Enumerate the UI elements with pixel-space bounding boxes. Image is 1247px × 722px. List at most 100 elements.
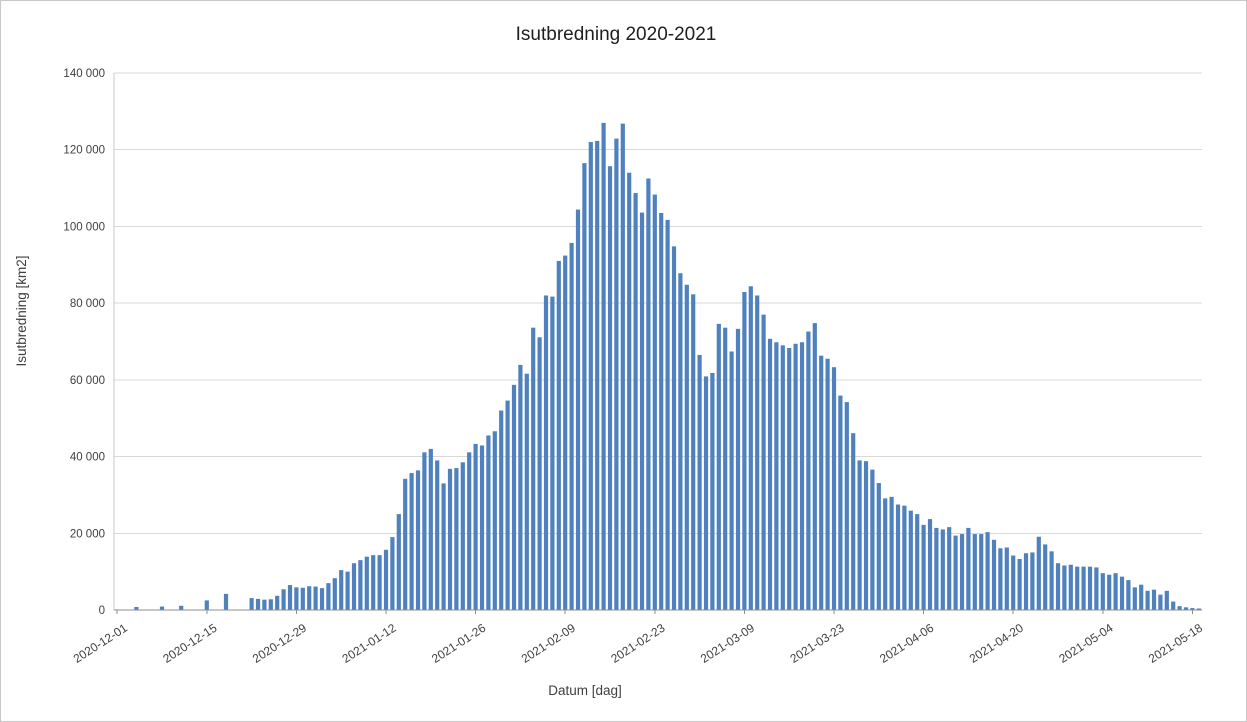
bar bbox=[1062, 565, 1067, 610]
x-tick-label: 2020-12-15 bbox=[160, 621, 219, 666]
bar bbox=[646, 178, 651, 610]
bar bbox=[1087, 566, 1093, 610]
bar bbox=[255, 598, 261, 610]
y-tick-label: 100 000 bbox=[63, 221, 105, 233]
x-tick-label: 2021-05-04 bbox=[1056, 621, 1115, 666]
bar bbox=[435, 460, 440, 610]
bar bbox=[780, 345, 785, 610]
bar bbox=[383, 549, 389, 610]
bar bbox=[959, 534, 965, 610]
x-tick-label: 2021-01-12 bbox=[340, 621, 399, 666]
bar bbox=[844, 402, 849, 610]
bar bbox=[1030, 552, 1035, 610]
bar bbox=[550, 296, 555, 610]
y-tick-label: 140 000 bbox=[63, 68, 105, 80]
bar bbox=[415, 470, 421, 610]
bar bbox=[543, 295, 549, 610]
bar bbox=[518, 364, 523, 610]
x-tick-label: 2021-03-09 bbox=[698, 621, 757, 666]
bar bbox=[1107, 574, 1112, 610]
bar bbox=[652, 194, 657, 610]
bar bbox=[953, 535, 958, 610]
bar bbox=[729, 351, 734, 610]
bar bbox=[1081, 566, 1086, 610]
bar bbox=[799, 342, 805, 610]
bar bbox=[351, 563, 357, 610]
bar bbox=[486, 435, 491, 610]
y-tick-label: 60 000 bbox=[70, 375, 105, 387]
bar bbox=[396, 514, 401, 610]
bar bbox=[1043, 544, 1048, 610]
bar bbox=[569, 242, 574, 610]
gridlines-layer bbox=[114, 72, 1202, 534]
bar bbox=[1055, 563, 1061, 610]
bar bbox=[870, 469, 875, 610]
x-tick-label: 2021-04-20 bbox=[967, 621, 1026, 666]
bar bbox=[678, 273, 683, 610]
bar bbox=[556, 260, 561, 610]
bar bbox=[358, 560, 363, 610]
bar bbox=[627, 172, 632, 610]
bar bbox=[1190, 608, 1195, 610]
bar bbox=[601, 122, 606, 610]
bar bbox=[665, 219, 670, 611]
bar bbox=[671, 246, 677, 611]
bar bbox=[524, 373, 529, 610]
bar bbox=[972, 534, 977, 610]
bar bbox=[927, 519, 933, 610]
bar bbox=[966, 527, 971, 610]
bar bbox=[921, 524, 926, 610]
bar bbox=[467, 452, 472, 610]
bar bbox=[1049, 551, 1054, 610]
x-tick-label: 2021-05-18 bbox=[1146, 621, 1205, 666]
bar bbox=[294, 587, 299, 610]
bar bbox=[863, 461, 869, 610]
bar bbox=[767, 338, 773, 610]
bar bbox=[1036, 536, 1041, 610]
bar bbox=[895, 504, 901, 610]
bar bbox=[697, 354, 702, 610]
bar bbox=[531, 327, 536, 610]
bar bbox=[1075, 566, 1080, 610]
bar bbox=[339, 570, 344, 610]
bar bbox=[319, 588, 325, 610]
bar bbox=[857, 460, 862, 610]
bar bbox=[883, 498, 888, 610]
bar bbox=[1004, 547, 1009, 610]
bar bbox=[409, 473, 414, 610]
bar bbox=[851, 433, 856, 610]
bar bbox=[979, 534, 984, 610]
bar bbox=[479, 445, 485, 610]
bar bbox=[313, 586, 318, 610]
y-tick-labels-layer: 0 20 000 40 000 60 000 80 000 100 000 120 000 1… bbox=[63, 68, 105, 617]
bar bbox=[1196, 608, 1201, 610]
bar bbox=[998, 548, 1003, 610]
bar bbox=[684, 284, 689, 610]
bar bbox=[607, 166, 613, 610]
y-tick-label: 40 000 bbox=[70, 452, 105, 464]
bar bbox=[371, 555, 376, 610]
bar bbox=[934, 527, 939, 610]
chart-title: Isutbredning 2020-2021 bbox=[516, 24, 717, 45]
bar bbox=[819, 355, 824, 610]
bar bbox=[812, 323, 817, 610]
bar bbox=[787, 348, 792, 610]
bar bbox=[332, 578, 337, 610]
bar bbox=[159, 606, 165, 610]
x-axis-title: Datum [dag] bbox=[548, 683, 622, 698]
bar bbox=[249, 598, 254, 610]
bar bbox=[492, 431, 497, 610]
bar bbox=[428, 448, 433, 610]
bar bbox=[505, 400, 510, 610]
bar bbox=[364, 556, 369, 610]
y-tick-label: 120 000 bbox=[63, 145, 105, 157]
bars-layer bbox=[134, 122, 1201, 611]
bar bbox=[403, 478, 408, 610]
bar bbox=[876, 483, 881, 610]
bar bbox=[761, 314, 766, 610]
bar bbox=[825, 358, 830, 610]
bar bbox=[1171, 601, 1176, 610]
x-tick-label: 2021-04-06 bbox=[877, 621, 936, 666]
